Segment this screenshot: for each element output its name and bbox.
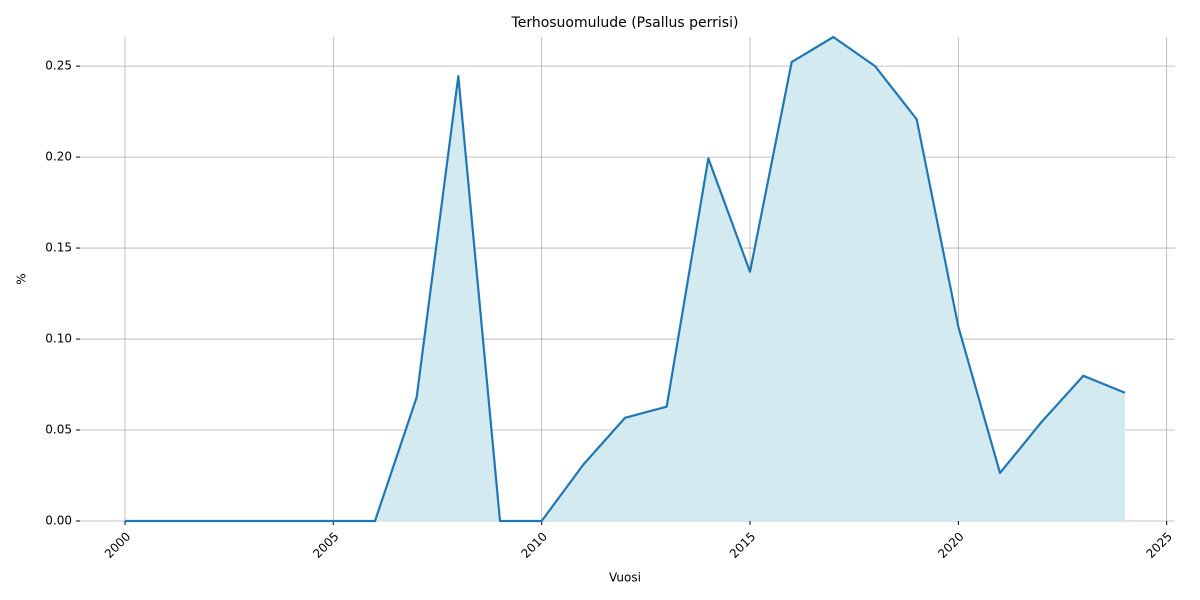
- chart-title: Terhosuomulude (Psallus perrisi): [511, 15, 739, 31]
- y-tick-label: 0.10: [45, 332, 72, 346]
- y-tick-label: 0.00: [45, 514, 72, 528]
- x-tick-label: 2000: [102, 529, 133, 560]
- x-tick-label: 2025: [1144, 529, 1175, 560]
- x-tick-label: 2015: [727, 529, 758, 560]
- y-axis-label: %: [15, 273, 29, 284]
- area: [125, 37, 1125, 521]
- x-tick-label: 2020: [935, 529, 966, 560]
- y-tick-label: 0.05: [45, 423, 72, 437]
- x-tick-label: 2010: [519, 529, 550, 560]
- x-axis-label: Vuosi: [609, 571, 641, 585]
- y-tick-label: 0.25: [45, 59, 72, 73]
- x-tick-label: 2005: [310, 529, 341, 560]
- line: [125, 35, 1126, 523]
- y-tick-label: 0.15: [45, 241, 72, 255]
- y-tick-label: 0.20: [45, 150, 72, 164]
